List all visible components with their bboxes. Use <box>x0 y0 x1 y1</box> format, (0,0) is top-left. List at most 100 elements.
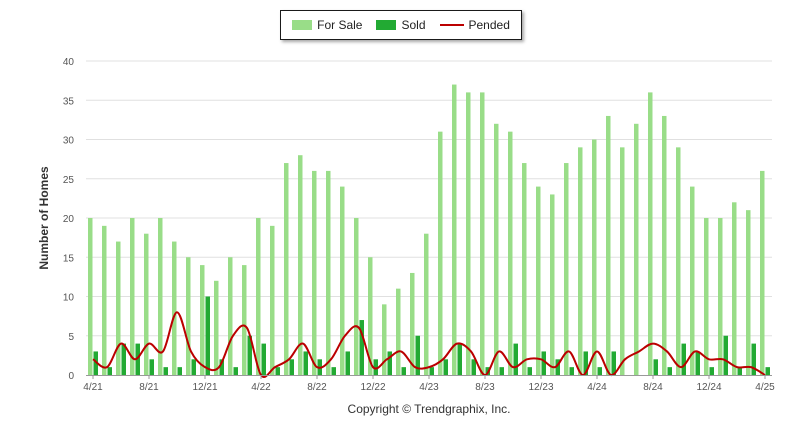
sold-bar[interactable] <box>723 335 729 375</box>
sold-bar[interactable] <box>219 359 225 375</box>
sold-bar[interactable] <box>289 359 295 375</box>
sold-bar[interactable] <box>765 367 771 375</box>
sold-bar[interactable] <box>611 351 617 375</box>
legend-item-for-sale[interactable]: For Sale <box>292 18 362 32</box>
sold-bar[interactable] <box>205 296 211 376</box>
for-sale-bar[interactable] <box>256 218 261 375</box>
sold-bar[interactable] <box>555 359 561 375</box>
sold-bar[interactable] <box>583 351 589 375</box>
for-sale-bar[interactable] <box>592 139 597 376</box>
for-sale-bar[interactable] <box>550 194 555 375</box>
for-sale-bar[interactable] <box>396 288 401 375</box>
for-sale-bar[interactable] <box>144 233 149 375</box>
for-sale-bar[interactable] <box>508 131 513 375</box>
for-sale-bar[interactable] <box>452 84 457 376</box>
sold-bar[interactable] <box>471 359 477 375</box>
for-sale-bar[interactable] <box>578 147 583 375</box>
for-sale-bar[interactable] <box>634 123 639 375</box>
sold-bar[interactable] <box>275 367 281 375</box>
sold-bar[interactable] <box>513 343 519 375</box>
for-sale-bar[interactable] <box>606 115 611 375</box>
for-sale-bar[interactable] <box>158 218 163 375</box>
sold-bar[interactable] <box>415 335 421 375</box>
sold-bar[interactable] <box>163 367 169 375</box>
sold-bar[interactable] <box>695 351 701 375</box>
sold-bar[interactable] <box>681 343 687 375</box>
for-sale-bar[interactable] <box>466 92 471 376</box>
for-sale-bar[interactable] <box>438 131 443 375</box>
sold-bar[interactable] <box>373 359 379 375</box>
for-sale-bar[interactable] <box>242 265 247 375</box>
sold-bar[interactable] <box>303 351 309 375</box>
sold-bar[interactable] <box>121 343 127 375</box>
for-sale-bar[interactable] <box>270 225 275 375</box>
for-sale-bar[interactable] <box>732 202 737 375</box>
for-sale-bar[interactable] <box>480 92 485 376</box>
for-sale-bar[interactable] <box>718 218 723 375</box>
legend-item-sold[interactable]: Sold <box>376 18 426 32</box>
for-sale-bar[interactable] <box>368 257 373 375</box>
for-sale-bar[interactable] <box>746 210 751 375</box>
for-sale-bar[interactable] <box>676 147 681 375</box>
sold-bar[interactable] <box>359 320 365 375</box>
for-sale-bar[interactable] <box>424 233 429 375</box>
legend-item-pended[interactable]: Pended <box>439 18 510 32</box>
sold-bar[interactable] <box>737 367 743 375</box>
sold-bar[interactable] <box>569 367 575 375</box>
for-sale-bar[interactable] <box>410 272 415 375</box>
sold-bar[interactable] <box>527 367 533 375</box>
for-sale-bar[interactable] <box>760 170 765 375</box>
y-tick-label: 25 <box>63 175 75 186</box>
sold-bar[interactable] <box>247 335 253 375</box>
for-sale-bar[interactable] <box>340 186 345 375</box>
for-sale-bar[interactable] <box>312 170 317 375</box>
sold-bar[interactable] <box>191 359 197 375</box>
x-tick-label: 12/23 <box>528 382 553 393</box>
sold-bar[interactable] <box>261 343 267 375</box>
sold-bar[interactable] <box>345 351 351 375</box>
sold-bar[interactable] <box>233 367 239 375</box>
for-sale-bar[interactable] <box>564 163 569 375</box>
sold-bar[interactable] <box>499 367 505 375</box>
for-sale-bar[interactable] <box>88 218 93 375</box>
sold-bar[interactable] <box>653 359 659 375</box>
sold-bar[interactable] <box>457 343 463 375</box>
for-sale-bar[interactable] <box>298 155 303 375</box>
sold-bar[interactable] <box>667 367 673 375</box>
sold-bar[interactable] <box>541 351 547 375</box>
for-sale-bar[interactable] <box>200 265 205 375</box>
for-sale-bar[interactable] <box>214 280 219 375</box>
for-sale-bar[interactable] <box>130 218 135 375</box>
sold-bar[interactable] <box>331 367 337 375</box>
for-sale-bar[interactable] <box>690 186 695 375</box>
for-sale-bar[interactable] <box>354 218 359 375</box>
for-sale-bar[interactable] <box>382 304 387 375</box>
for-sale-bar[interactable] <box>620 147 625 375</box>
for-sale-bar[interactable] <box>186 257 191 375</box>
for-sale-bar[interactable] <box>326 170 331 375</box>
sold-bar[interactable] <box>135 343 141 375</box>
for-sale-bar[interactable] <box>648 92 653 376</box>
sold-bar[interactable] <box>387 351 393 375</box>
for-sale-bar[interactable] <box>102 225 107 375</box>
sold-bar[interactable] <box>107 367 113 375</box>
sold-bar[interactable] <box>401 367 407 375</box>
for-sale-bar[interactable] <box>494 123 499 375</box>
for-sale-bar[interactable] <box>284 163 289 375</box>
pended-line[interactable] <box>92 311 766 378</box>
for-sale-bar[interactable] <box>522 163 527 375</box>
for-sale-bar[interactable] <box>536 186 541 375</box>
sold-bar[interactable] <box>149 359 155 375</box>
sold-bar[interactable] <box>709 367 715 375</box>
for-sale-bar[interactable] <box>172 241 177 375</box>
sold-bar[interactable] <box>597 367 603 375</box>
sold-bar[interactable] <box>93 351 99 375</box>
sold-bar[interactable] <box>429 367 435 375</box>
for-sale-bar[interactable] <box>704 218 709 375</box>
sold-bar[interactable] <box>177 367 183 375</box>
for-sale-bar[interactable] <box>228 257 233 375</box>
sold-bar[interactable] <box>751 343 757 375</box>
sold-bar[interactable] <box>443 359 449 375</box>
for-sale-bar[interactable] <box>662 115 667 375</box>
for-sale-bar[interactable] <box>116 241 121 375</box>
